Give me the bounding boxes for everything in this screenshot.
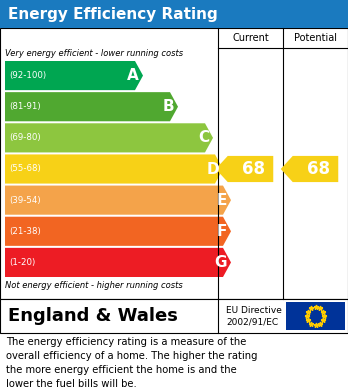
Polygon shape: [5, 154, 223, 183]
Text: (55-68): (55-68): [9, 165, 41, 174]
Text: Current: Current: [232, 33, 269, 43]
Text: C: C: [198, 130, 209, 145]
Text: (69-80): (69-80): [9, 133, 41, 142]
Bar: [0, 299, 348, 333]
Polygon shape: [5, 186, 231, 215]
Text: Potential: Potential: [294, 33, 337, 43]
Text: F: F: [216, 224, 227, 239]
Polygon shape: [5, 123, 213, 152]
Text: (92-100): (92-100): [9, 71, 46, 80]
Text: G: G: [214, 255, 227, 270]
Text: (21-38): (21-38): [9, 227, 41, 236]
Text: Not energy efficient - higher running costs: Not energy efficient - higher running co…: [5, 281, 183, 290]
Polygon shape: [5, 61, 143, 90]
Text: A: A: [127, 68, 139, 83]
Text: England & Wales: England & Wales: [8, 307, 178, 325]
Polygon shape: [5, 248, 231, 277]
Text: The energy efficiency rating is a measure of the
overall efficiency of a home. T: The energy efficiency rating is a measur…: [6, 337, 258, 389]
Text: B: B: [163, 99, 174, 114]
Polygon shape: [281, 156, 338, 182]
Text: EU Directive: EU Directive: [226, 307, 282, 316]
Polygon shape: [5, 92, 178, 121]
Text: 68: 68: [307, 160, 330, 178]
Text: (1-20): (1-20): [9, 258, 35, 267]
Text: (39-54): (39-54): [9, 196, 41, 204]
Text: Energy Efficiency Rating: Energy Efficiency Rating: [8, 7, 218, 22]
Bar: [0, 0, 348, 28]
Text: E: E: [216, 193, 227, 208]
Bar: [0, 28, 348, 299]
Text: 68: 68: [242, 160, 265, 178]
Text: (81-91): (81-91): [9, 102, 41, 111]
Polygon shape: [5, 217, 231, 246]
Polygon shape: [216, 156, 273, 182]
Text: Very energy efficient - lower running costs: Very energy efficient - lower running co…: [5, 49, 183, 58]
Bar: [286, 302, 345, 330]
Text: 2002/91/EC: 2002/91/EC: [226, 317, 278, 326]
Text: D: D: [206, 161, 219, 176]
